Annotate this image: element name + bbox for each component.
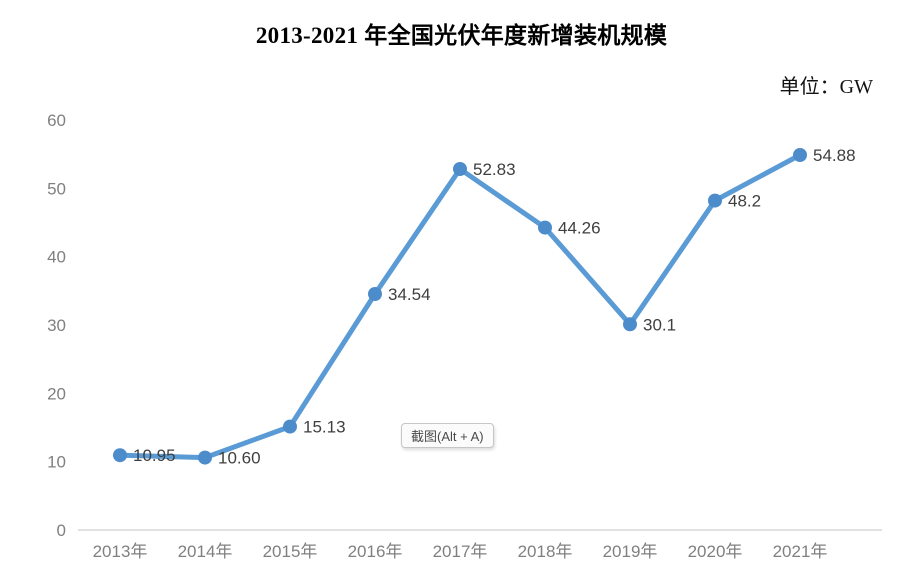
data-label: 48.2 [728,192,761,211]
data-label: 10.95 [133,446,176,465]
y-tick-label: 50 [47,179,66,198]
data-point [113,448,127,463]
data-point [538,220,552,235]
data-label: 34.54 [388,285,431,304]
data-point [368,287,382,301]
x-tick-label: 2019年 [603,542,658,561]
screenshot-tooltip: 截图(Alt + A) [401,423,494,448]
y-tick-label: 30 [47,316,66,335]
data-label: 15.13 [303,418,346,437]
y-tick-label: 60 [47,111,66,130]
x-tick-label: 2021年 [773,542,828,561]
y-tick-label: 20 [47,384,66,403]
series-line [117,152,803,461]
data-point [708,193,722,208]
data-label: 52.83 [473,160,516,179]
x-tick-label: 2013年 [93,542,148,561]
data-label: 10.60 [218,449,261,468]
data-label: 44.26 [558,219,601,238]
y-tick-label: 40 [47,248,66,267]
data-point [793,148,807,162]
x-tick-label: 2014年 [178,542,233,561]
x-tick-label: 2016年 [348,542,403,561]
x-tick-label: 2017年 [433,542,488,561]
data-label: 30.1 [643,315,676,334]
data-point [453,162,467,176]
unit-label: 单位：GW [779,76,873,98]
x-tick-label: 2018年 [518,542,573,561]
x-tick-label: 2020年 [688,542,743,561]
y-tick-label: 10 [47,453,66,472]
data-point [623,317,637,332]
data-label: 54.88 [813,146,856,165]
y-tick-label: 0 [57,521,66,540]
chart-title: 2013-2021 年全国光伏年度新增装机规模 [255,23,668,48]
data-point [198,450,212,465]
data-point [283,419,297,434]
screenshot-tooltip-label: 截图(Alt + A) [411,429,484,444]
x-tick-label: 2015年 [263,542,318,561]
